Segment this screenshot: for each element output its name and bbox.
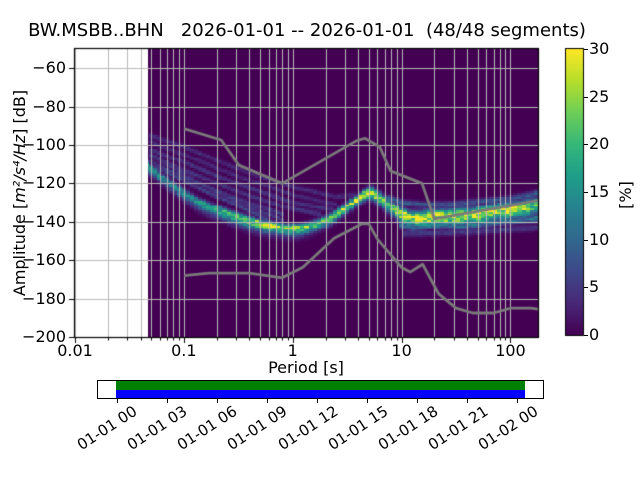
x-tick-label: 1 (287, 341, 298, 360)
plot-title: BW.MSBB..BHN 2026-01-01 -- 2026-01-01 (4… (28, 20, 586, 41)
timeline-tick-mark (117, 399, 118, 403)
y-tick-label: −140 (22, 211, 66, 231)
colorbar-tick-mark (584, 335, 588, 336)
coverage-bar-data (116, 381, 525, 390)
colorbar-tick-label: 25 (589, 86, 610, 106)
y-tick-label: −160 (22, 250, 66, 270)
coverage-bar-histogram (116, 389, 525, 398)
y-tick-label: −100 (22, 135, 66, 154)
x-tick-label: 100 (495, 341, 526, 360)
colorbar-tick-label: 10 (589, 229, 610, 249)
y-tick-label: −80 (32, 96, 66, 116)
colorbar-tick-mark (584, 144, 588, 145)
colorbar-tick-label: 30 (589, 39, 610, 58)
y-tick-label: −180 (22, 288, 66, 308)
y-tick-label: −60 (32, 58, 66, 78)
timeline-tick-mark (317, 399, 318, 403)
timeline-tick-mark (367, 399, 368, 403)
timeline-tick-mark (267, 399, 268, 403)
colorbar-tick-label: 20 (589, 134, 610, 154)
timeline-tick-mark (167, 399, 168, 403)
timeline-tick-mark (467, 399, 468, 403)
colorbar-tick-mark (584, 192, 588, 193)
x-tick-label: 10 (391, 341, 412, 360)
x-tick-label: 0.1 (171, 341, 197, 360)
colorbar-tick-mark (584, 49, 588, 50)
colorbar-tick-label: 0 (589, 325, 600, 344)
colorbar-tick-mark (584, 97, 588, 98)
colorbar-tick-label: 5 (589, 277, 600, 297)
colorbar-tick-mark (584, 240, 588, 241)
y-tick-label: −120 (22, 173, 66, 193)
y-tick-label: −200 (22, 327, 66, 346)
colorbar-tick-mark (584, 287, 588, 288)
x-axis-label: Period [s] (268, 358, 344, 377)
timeline-tick-mark (417, 399, 418, 403)
colorbar-tick-label: 15 (589, 182, 610, 201)
timeline-tick-mark (217, 399, 218, 403)
timeline-tick-mark (517, 399, 518, 403)
x-tick-label: 0.01 (57, 341, 93, 360)
